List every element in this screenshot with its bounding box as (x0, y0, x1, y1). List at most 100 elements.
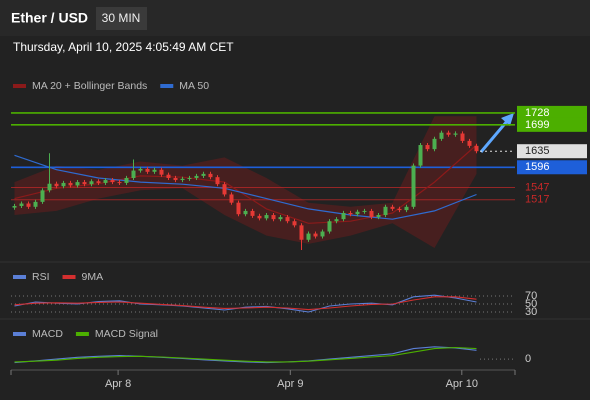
candle-body (397, 208, 402, 211)
level-label: 1547 (525, 181, 549, 193)
level-label: 1728 (525, 107, 549, 119)
candle-body (159, 169, 164, 175)
legend-label: 9MA (82, 271, 104, 283)
candle-body (250, 210, 255, 216)
legend-swatch (13, 84, 26, 88)
level-label: 1699 (525, 119, 549, 131)
candle-body (327, 221, 332, 232)
x-tick-label: Apr 9 (277, 378, 303, 390)
candle-body (110, 180, 115, 183)
level-box (517, 160, 587, 175)
candle-body (341, 212, 346, 220)
level-box (517, 144, 587, 159)
legend-label: RSI (32, 271, 50, 283)
indicator-line (14, 346, 477, 364)
y-tick-label: 0 (525, 353, 531, 365)
instrument-title: Ether / USD (11, 10, 88, 26)
candle-body (117, 182, 122, 184)
x-tick-label: Apr 8 (105, 378, 131, 390)
candle-body (474, 145, 479, 152)
legend-swatch (13, 332, 26, 336)
candle-body (89, 181, 94, 185)
x-tick-label: Apr 10 (446, 378, 478, 390)
candle-body (222, 184, 227, 195)
legend-label: MACD Signal (95, 328, 158, 340)
indicator-line (14, 296, 477, 311)
candle-body (68, 182, 73, 186)
legend-label: MA 50 (179, 80, 209, 92)
indicator-line (14, 346, 477, 363)
candle-body (96, 181, 101, 183)
y-tick-label: 30 (525, 306, 537, 318)
candle-body (306, 233, 311, 240)
legend-swatch (62, 275, 76, 279)
interval-button[interactable] (96, 7, 147, 30)
candle-body (61, 182, 66, 187)
level-label: 1517 (525, 194, 549, 206)
candle-body (264, 215, 269, 219)
candle-body (439, 132, 444, 139)
candle-body (425, 145, 430, 150)
bollinger-band (14, 116, 477, 248)
candle-body (467, 140, 472, 146)
moving-average (14, 154, 477, 220)
candle-body (243, 210, 248, 215)
candle-body (320, 231, 325, 237)
candle-body (187, 177, 192, 179)
candle-body (54, 183, 59, 187)
candle-body (404, 206, 409, 211)
legend-label: MACD (32, 328, 63, 340)
candle-body (152, 169, 157, 172)
candle-body (355, 211, 360, 215)
legend-swatch (75, 332, 89, 336)
candle-body (292, 221, 297, 226)
candle-body (26, 203, 31, 207)
candle-body (236, 202, 241, 215)
candle-body (215, 177, 220, 185)
y-tick-label: 50 (525, 298, 537, 310)
level-label: 1635 (525, 145, 549, 157)
candle-body (145, 168, 150, 172)
candle-body (453, 133, 458, 135)
legend-swatch (160, 84, 174, 88)
candle-body (257, 215, 262, 219)
candle-body (166, 174, 171, 178)
y-tick-label: 70 (525, 290, 537, 302)
candle-body (12, 205, 17, 208)
candle-body (40, 190, 45, 202)
level-box (517, 105, 587, 120)
header-bar (0, 0, 590, 36)
candle-body (173, 177, 178, 181)
candle-body (411, 165, 416, 207)
candle-body (418, 145, 423, 166)
interval-label[interactable]: 30 MIN (102, 11, 141, 25)
candle-body (124, 177, 129, 183)
legend-swatch (13, 275, 26, 279)
candle-body (383, 206, 388, 216)
candle-body (369, 210, 374, 218)
candle-body (432, 138, 437, 150)
candle-body (460, 133, 465, 141)
candle-body (103, 180, 108, 183)
candle-body (180, 178, 185, 181)
candle-body (201, 173, 206, 176)
trend-arrow-head (501, 113, 514, 126)
candle-body (334, 219, 339, 222)
candle-body (348, 212, 353, 215)
candle-body (19, 203, 24, 206)
level-label: 1596 (525, 161, 549, 173)
candle-body (194, 175, 199, 178)
candle-body (75, 182, 80, 186)
level-box (517, 117, 587, 132)
candle-body (313, 233, 318, 237)
candle-body (208, 173, 213, 178)
candle-body (390, 206, 395, 209)
candle-body (138, 168, 143, 171)
candle-body (299, 225, 304, 240)
candle-body (285, 217, 290, 222)
candle-body (271, 215, 276, 220)
candle-body (446, 132, 451, 135)
candle-body (82, 182, 87, 185)
candle-body (229, 194, 234, 203)
